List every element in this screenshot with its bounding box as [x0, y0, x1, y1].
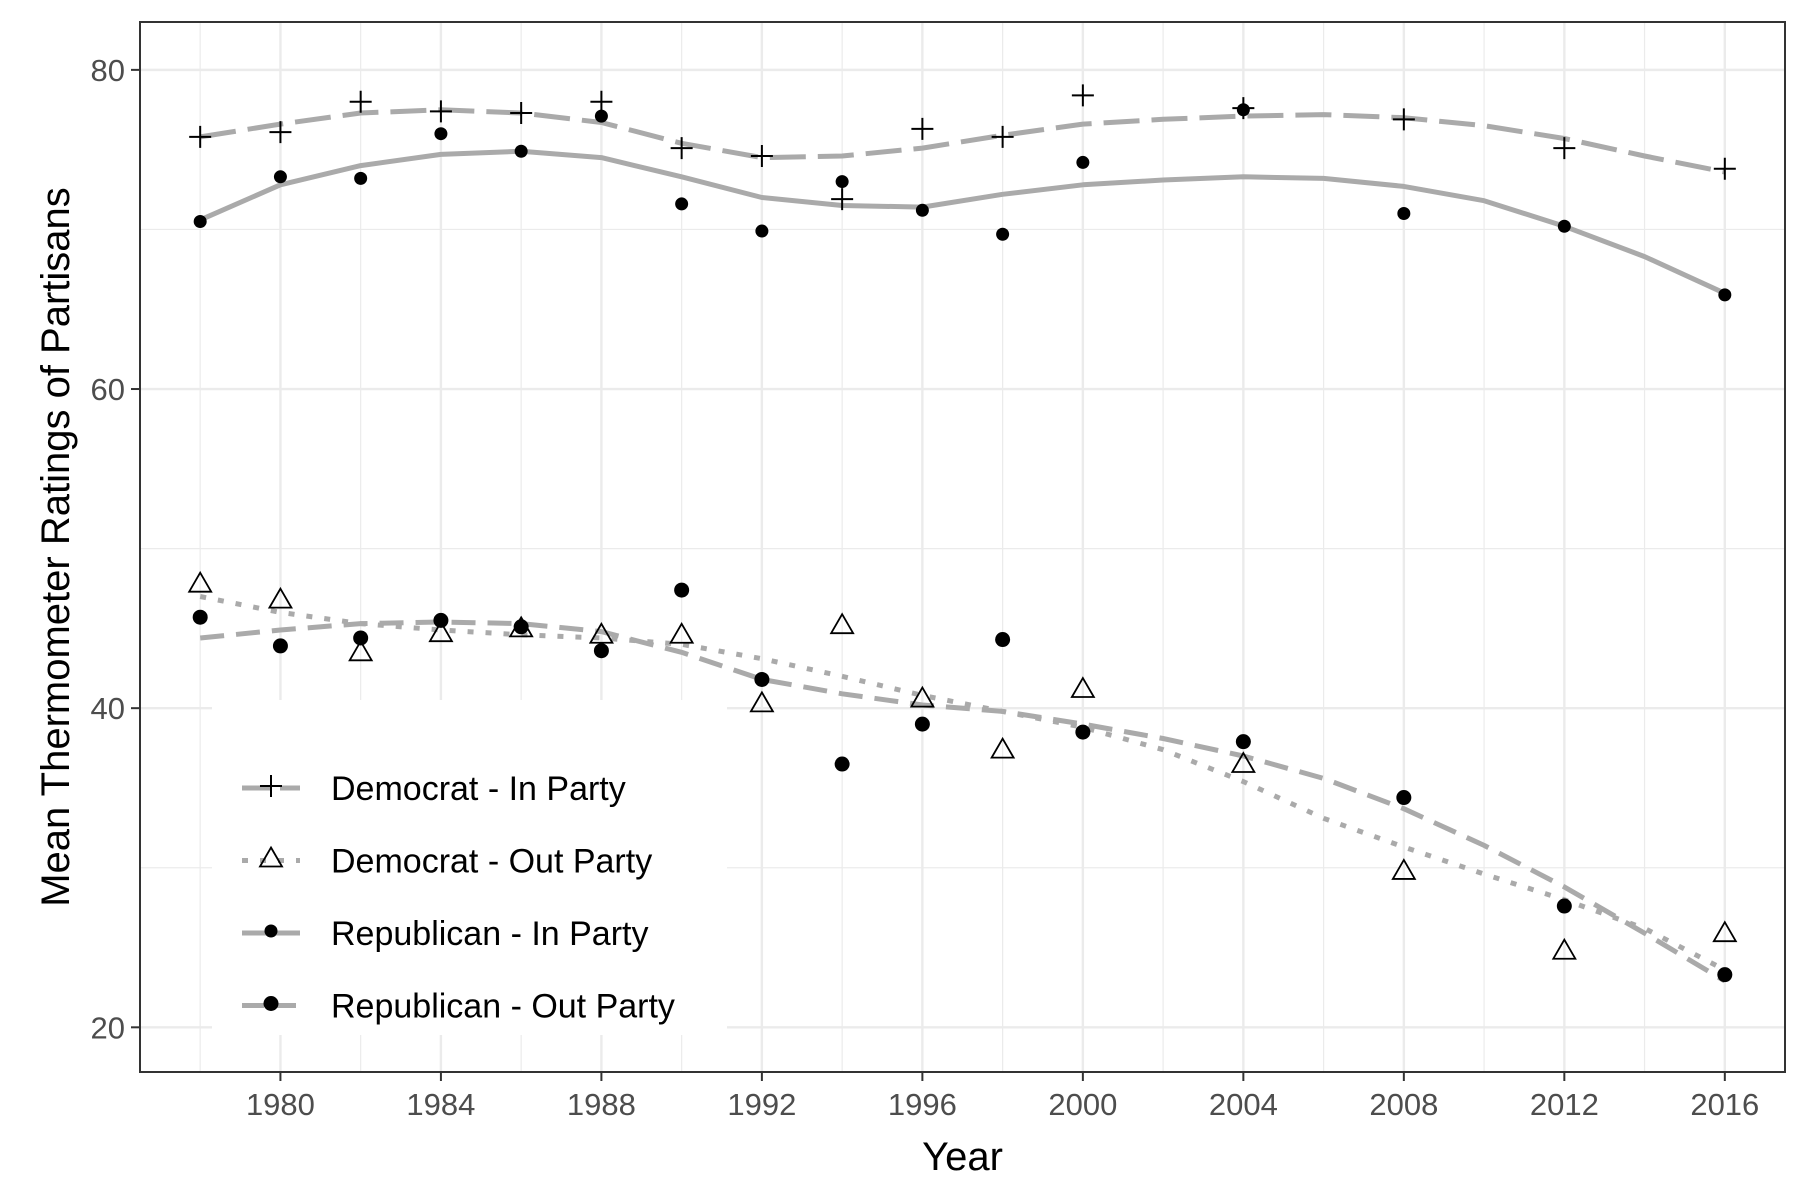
- data-point: [514, 144, 528, 158]
- legend-label: Republican - Out Party: [331, 988, 675, 1026]
- y-tick-label: 20: [91, 1010, 125, 1045]
- data-point: [590, 90, 613, 113]
- panel-border: [139, 21, 1786, 1073]
- legend-key-marker: [263, 996, 279, 1011]
- x-tick-label: 1988: [567, 1087, 636, 1122]
- data-point: [348, 639, 374, 662]
- data-point: [434, 127, 448, 141]
- x-tick-label: 2000: [1048, 1087, 1117, 1122]
- data-point: [911, 117, 934, 140]
- data-point: [269, 121, 292, 144]
- data-point: [1075, 724, 1091, 740]
- trend-line-1: [199, 594, 1726, 973]
- data-point: [996, 227, 1010, 241]
- data-point: [272, 638, 288, 654]
- data-point: [513, 619, 529, 635]
- x-tick-label: 2016: [1690, 1087, 1759, 1122]
- data-point: [1557, 219, 1571, 233]
- data-point: [187, 570, 213, 593]
- data-point: [1071, 84, 1094, 107]
- data-point: [594, 109, 608, 123]
- data-point: [909, 685, 935, 708]
- data-point: [1396, 790, 1412, 806]
- legend-label: Democrat - Out Party: [331, 843, 652, 881]
- trend-line-2: [199, 148, 1726, 296]
- data-point: [192, 609, 208, 625]
- data-point: [1397, 206, 1411, 220]
- data-point: [593, 643, 609, 659]
- trend-line-3: [199, 619, 1727, 984]
- x-tick-label: 2012: [1530, 1087, 1599, 1122]
- trend-lines: [199, 107, 1727, 984]
- data-point: [675, 197, 689, 211]
- data-point: [267, 586, 293, 609]
- data-point: [674, 582, 690, 598]
- legend-key-marker: [264, 924, 278, 938]
- data-point: [1712, 920, 1738, 943]
- data-point: [835, 175, 849, 189]
- data-point: [995, 632, 1011, 648]
- x-tick-label: 2004: [1209, 1087, 1278, 1122]
- data-point: [991, 125, 1014, 148]
- legend-label: Republican - In Party: [331, 915, 649, 953]
- data-point: [669, 621, 695, 644]
- legend: Democrat - In Party Democrat - Out Party R…: [212, 700, 727, 1035]
- data-point: [1553, 137, 1576, 160]
- data-point: [914, 716, 930, 732]
- data-point: [1235, 734, 1251, 750]
- axis-ticks: 20 40 60 80 1980 1984 1988 1992 1996 2000 2004 2008…: [91, 53, 1760, 1122]
- data-point: [831, 188, 854, 211]
- data-point: [1076, 155, 1090, 169]
- legend-key-marker: [258, 845, 284, 868]
- legend-key-marker: [260, 775, 282, 797]
- data-point: [915, 203, 929, 217]
- data-point: [428, 620, 454, 643]
- x-tick-label: 1996: [888, 1087, 957, 1122]
- data-point: [749, 690, 775, 713]
- data-point: [273, 170, 287, 184]
- y-axis-title: Mean Thermometer Ratings of Partisans: [34, 187, 78, 907]
- data-point: [1236, 103, 1250, 117]
- data-point: [353, 630, 369, 646]
- data-point: [1070, 676, 1096, 698]
- data-point: [1392, 108, 1415, 131]
- legend-background: [212, 700, 727, 1035]
- data-point: [1717, 967, 1733, 983]
- data-point: [1391, 858, 1417, 880]
- data-point: [1718, 288, 1732, 302]
- data-point: [349, 90, 372, 113]
- data-point: [510, 101, 533, 124]
- data-point: [834, 756, 850, 772]
- x-axis-title: Year: [922, 1135, 1003, 1179]
- data-point: [829, 612, 855, 635]
- data-point: [189, 125, 212, 148]
- data-point: [754, 671, 770, 687]
- y-tick-label: 80: [91, 53, 125, 88]
- data-point: [429, 100, 452, 123]
- data-point: [1551, 937, 1577, 960]
- data-point: [750, 145, 773, 168]
- data-point: [990, 736, 1016, 759]
- data-point: [1230, 751, 1256, 773]
- y-tick-label: 40: [91, 691, 125, 726]
- data-points: [187, 84, 1738, 983]
- data-point: [755, 224, 769, 238]
- x-tick-label: 2008: [1369, 1087, 1438, 1122]
- x-tick-label: 1980: [246, 1087, 315, 1122]
- data-point: [670, 137, 693, 160]
- x-tick-label: 1984: [406, 1087, 475, 1122]
- data-point: [193, 214, 207, 228]
- data-point: [588, 621, 614, 644]
- x-tick-label: 1992: [727, 1087, 796, 1122]
- data-point: [354, 171, 368, 185]
- legend-label: Democrat - In Party: [331, 770, 626, 808]
- data-point: [433, 612, 449, 628]
- data-point: [1713, 157, 1736, 180]
- trend-line-0: [199, 107, 1726, 175]
- data-point: [1556, 898, 1572, 914]
- y-tick-label: 60: [91, 372, 125, 407]
